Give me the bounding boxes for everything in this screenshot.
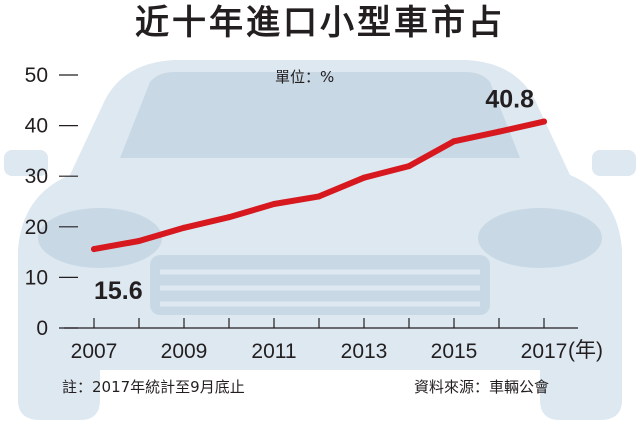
x-tick-label: 2009: [161, 340, 208, 363]
data-point: [316, 193, 322, 200]
x-tick-label: 2017: [521, 340, 568, 363]
y-tick-label: 20: [25, 216, 48, 239]
x-axis-unit-label: (年): [568, 339, 603, 362]
y-tick-label: 50: [25, 64, 48, 87]
y-tick-label: 0: [36, 317, 48, 340]
data-point: [361, 174, 367, 181]
x-tick-label: 2013: [341, 340, 388, 363]
data-point: [541, 118, 547, 125]
x-tick-label: 2007: [71, 340, 118, 363]
y-tick-label: 40: [25, 115, 48, 138]
data-point: [91, 246, 97, 253]
data-point: [271, 201, 277, 208]
car-right-headlight-shape: [478, 208, 602, 268]
car-windshield-shape: [120, 72, 520, 158]
footer-source: 資料來源：車輛公會: [414, 378, 549, 396]
data-point: [226, 214, 232, 221]
data-label-layer: 15.6 40.8: [94, 86, 534, 306]
data-point: [451, 138, 457, 145]
series-layer: [91, 118, 547, 253]
y-tick-label: 10: [25, 266, 48, 289]
data-point: [136, 237, 142, 244]
footer-note: 註：2017年統計至9月底止: [62, 378, 245, 396]
unit-label: 單位：%: [275, 68, 334, 86]
car-left-side-mirror-shape: [4, 150, 48, 176]
car-silhouette-background: [4, 60, 636, 420]
x-tick-label: 2015: [431, 340, 478, 363]
y-axis: 0 10 20 30 40 50: [25, 64, 78, 340]
y-tick-label: 30: [25, 165, 48, 188]
car-left-headlight-shape: [38, 208, 162, 268]
chart-title: 近十年進口小型車市占: [135, 3, 505, 43]
x-tick-label: 2011: [251, 340, 296, 363]
x-axis: 2007 2009 2011 2013 2015 2017 (年): [64, 318, 603, 363]
data-label: 40.8: [485, 86, 534, 114]
data-label: 15.6: [94, 277, 143, 305]
car-right-side-mirror-shape: [592, 150, 636, 176]
data-point: [406, 163, 412, 170]
data-point: [496, 128, 502, 135]
data-point: [181, 224, 187, 231]
